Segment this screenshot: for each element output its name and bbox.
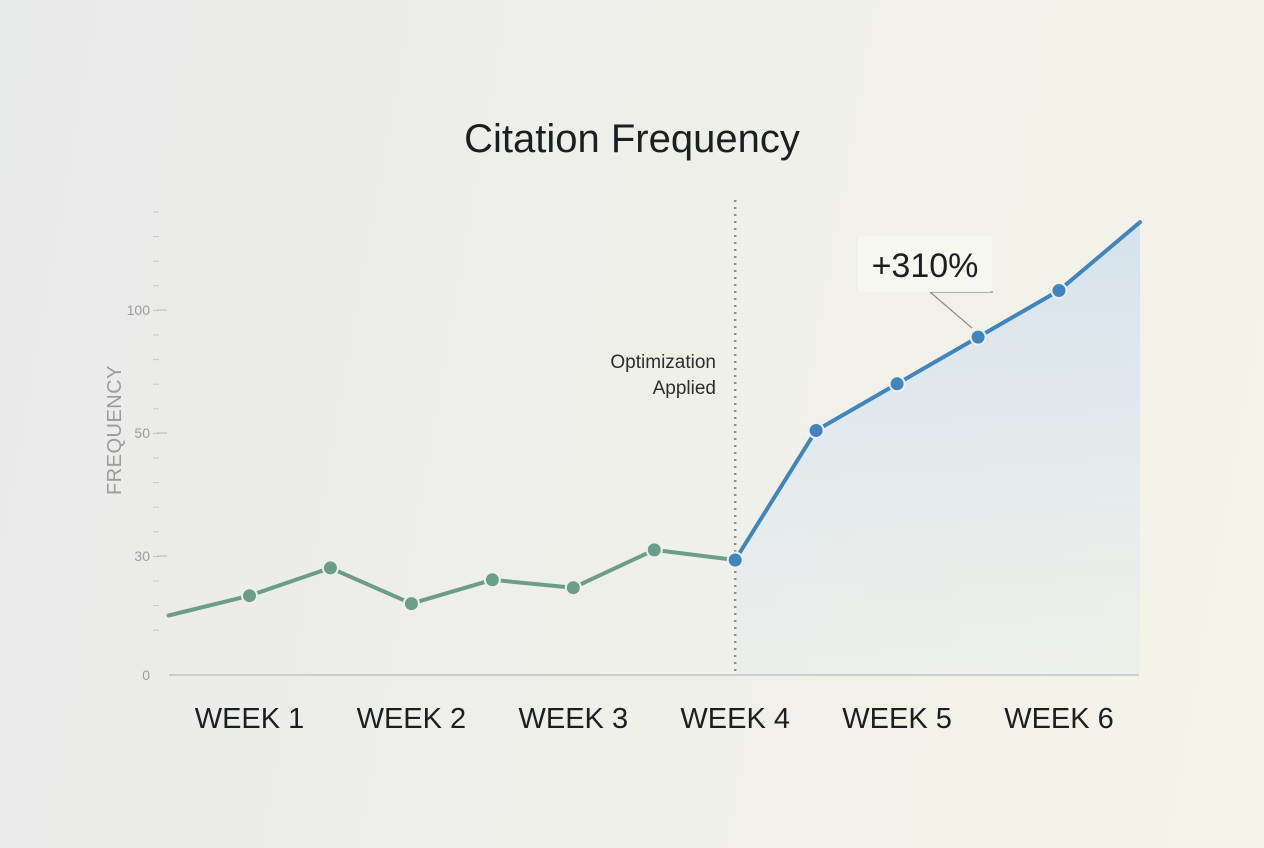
y-tick-label: 30 (134, 548, 150, 564)
y-tick-label: 100 (127, 302, 151, 318)
y-axis-minor-ticks (153, 211, 159, 631)
chart-title: Citation Frequency (464, 117, 800, 161)
x-tick-label: WEEK 2 (357, 703, 467, 735)
optimization-label-line1: Optimization (610, 352, 716, 373)
x-tick-label: WEEK 4 (680, 703, 790, 735)
series-lines (166, 220, 1142, 618)
x-tick-label: WEEK 6 (1004, 703, 1114, 735)
data-point-before (645, 541, 663, 559)
data-point-before (321, 559, 339, 577)
data-point-before (402, 595, 420, 613)
series-line-before (166, 547, 738, 618)
x-axis-ticks: WEEK 1 WEEK 2 WEEK 3 WEEK 4 WEEK 5 WEEK 6 (195, 703, 1114, 735)
series-points (241, 282, 1068, 613)
data-point-before (483, 571, 501, 589)
data-point-after (888, 375, 906, 393)
x-tick-label: WEEK 3 (519, 703, 629, 735)
data-point-after (726, 551, 744, 569)
y-axis-label: FREQUENCY (104, 365, 126, 495)
series-line-after (733, 220, 1142, 562)
data-point-after (969, 328, 987, 346)
data-point-before (241, 587, 258, 605)
y-axis-ticks: 0 30 50 100 (127, 302, 167, 683)
x-tick-label: WEEK 5 (842, 703, 952, 735)
after-area (735, 222, 1140, 675)
y-tick-label: 0 (142, 667, 150, 683)
data-point-before (564, 579, 582, 597)
data-point-after (807, 422, 825, 439)
callout-leader-diagonal (929, 291, 973, 329)
callout-badge (858, 236, 992, 292)
callout-percent-text: +310% (872, 247, 979, 285)
optimization-label-line2: Applied (653, 378, 716, 399)
after-area-fill (735, 222, 1140, 675)
y-tick-label: 50 (134, 425, 150, 441)
x-tick-label: WEEK 1 (195, 703, 305, 735)
data-point-after (1050, 282, 1068, 299)
